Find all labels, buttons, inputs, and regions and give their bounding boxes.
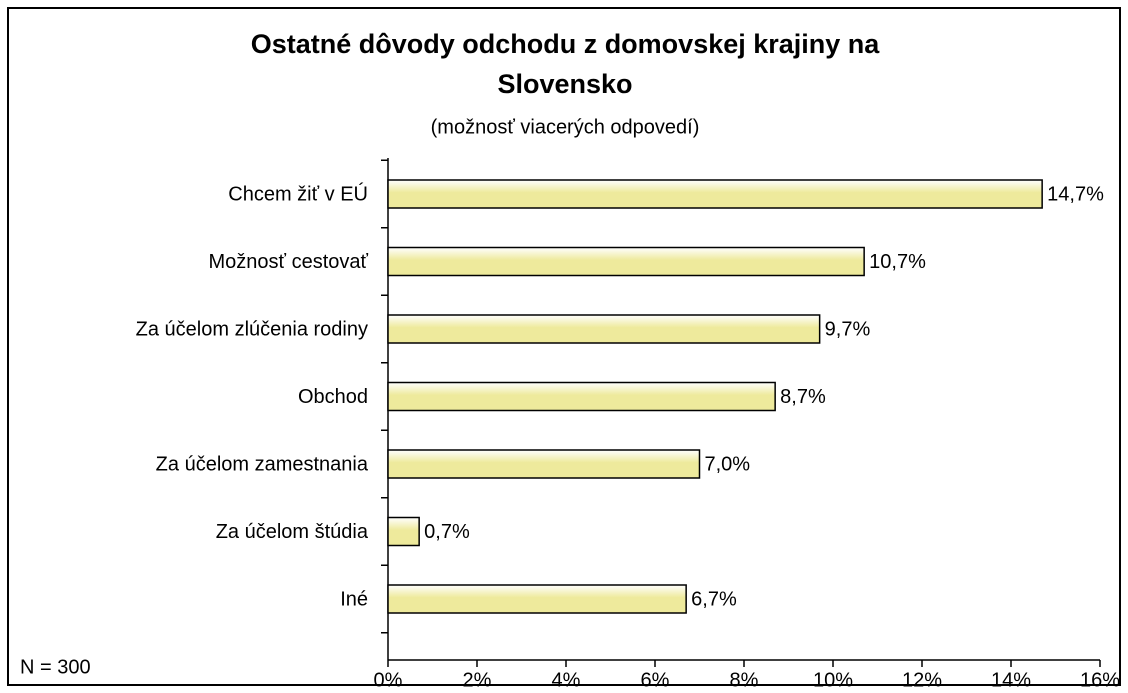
x-tick-label: 14% bbox=[991, 669, 1031, 691]
y-tick-label: Za účelom štúdia bbox=[216, 521, 369, 543]
y-tick-label: Chcem žiť v EÚ bbox=[228, 182, 368, 205]
x-tick-label: 8% bbox=[730, 669, 759, 691]
bar bbox=[387, 179, 1043, 209]
x-tick-label: 12% bbox=[902, 669, 942, 691]
x-tick-label: 16% bbox=[1080, 669, 1120, 691]
bar bbox=[387, 381, 776, 412]
bar bbox=[387, 449, 701, 479]
y-tick-label: Obchod bbox=[298, 386, 368, 408]
x-tick-label: 0% bbox=[374, 669, 403, 691]
bar bbox=[387, 516, 420, 547]
bar bbox=[387, 584, 687, 614]
chart-title: Ostatné dôvody odchodu z domovskej kraji… bbox=[251, 29, 881, 59]
value-label: 6,7% bbox=[691, 588, 737, 610]
bar bbox=[387, 314, 821, 344]
x-tick-label: 2% bbox=[463, 669, 492, 691]
x-tick-label: 10% bbox=[813, 669, 853, 691]
chart-title: Slovensko bbox=[497, 69, 632, 99]
chart-frame bbox=[7, 7, 1121, 686]
value-label: 8,7% bbox=[780, 386, 826, 408]
y-tick-label: Možnosť cestovať bbox=[208, 251, 368, 273]
value-label: 10,7% bbox=[869, 251, 926, 273]
value-label: 0,7% bbox=[424, 521, 470, 543]
sample-note: N = 300 bbox=[20, 656, 91, 678]
value-label: 9,7% bbox=[825, 318, 871, 340]
x-tick-label: 4% bbox=[552, 669, 581, 691]
y-tick-label: Iné bbox=[340, 588, 368, 610]
value-label: 7,0% bbox=[705, 453, 751, 475]
x-tick-label: 6% bbox=[641, 669, 670, 691]
chart-subtitle: (možnosť viacerých odpovedí) bbox=[431, 116, 700, 138]
y-tick-label: Za účelom zlúčenia rodiny bbox=[136, 318, 368, 340]
value-label: 14,7% bbox=[1047, 183, 1104, 205]
bar bbox=[387, 246, 865, 277]
y-tick-label: Za účelom zamestnania bbox=[156, 453, 369, 475]
